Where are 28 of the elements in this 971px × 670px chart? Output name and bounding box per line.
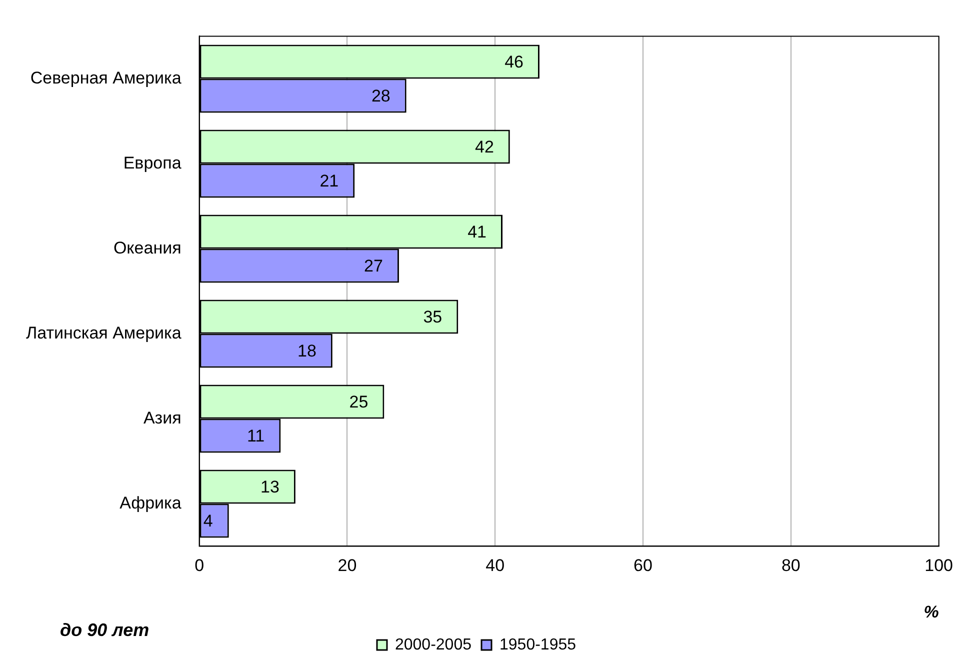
data-label: 42 (474, 137, 494, 156)
data-label: 4 (203, 511, 213, 530)
y-tick-label: Европа (123, 153, 182, 172)
text: до 90 лет (60, 620, 150, 640)
y-tick-label: Африка (120, 493, 182, 512)
x-tick-label: 60 (634, 556, 652, 576)
data-label: 13 (260, 477, 280, 496)
x-tick-label: 100 (924, 556, 954, 576)
data-label: 18 (297, 341, 316, 360)
data-label: 25 (349, 392, 368, 412)
x-tick-label: 80 (781, 556, 800, 576)
x-tick-label: 0 (194, 556, 204, 576)
data-label: 41 (468, 222, 487, 242)
y-tick-label: Океания (113, 238, 182, 258)
data-label: 46 (504, 52, 524, 72)
y-tick-label: Латинская Америка (26, 323, 182, 342)
legend-label: 2000-2005 (394, 636, 472, 654)
data-label: 27 (364, 256, 383, 276)
y-tick-label: Северная Америка (30, 68, 182, 88)
x-tick-label: 40 (486, 556, 505, 576)
legend-label: 1950-1955 (500, 636, 576, 654)
data-label: 28 (371, 86, 390, 106)
x-tick-label: 20 (338, 556, 357, 576)
x-axis-title: % (924, 602, 939, 622)
data-label: 11 (246, 426, 265, 446)
data-label: 35 (423, 307, 442, 326)
data-label: 21 (320, 171, 339, 190)
y-tick-label: Азия (143, 408, 182, 428)
